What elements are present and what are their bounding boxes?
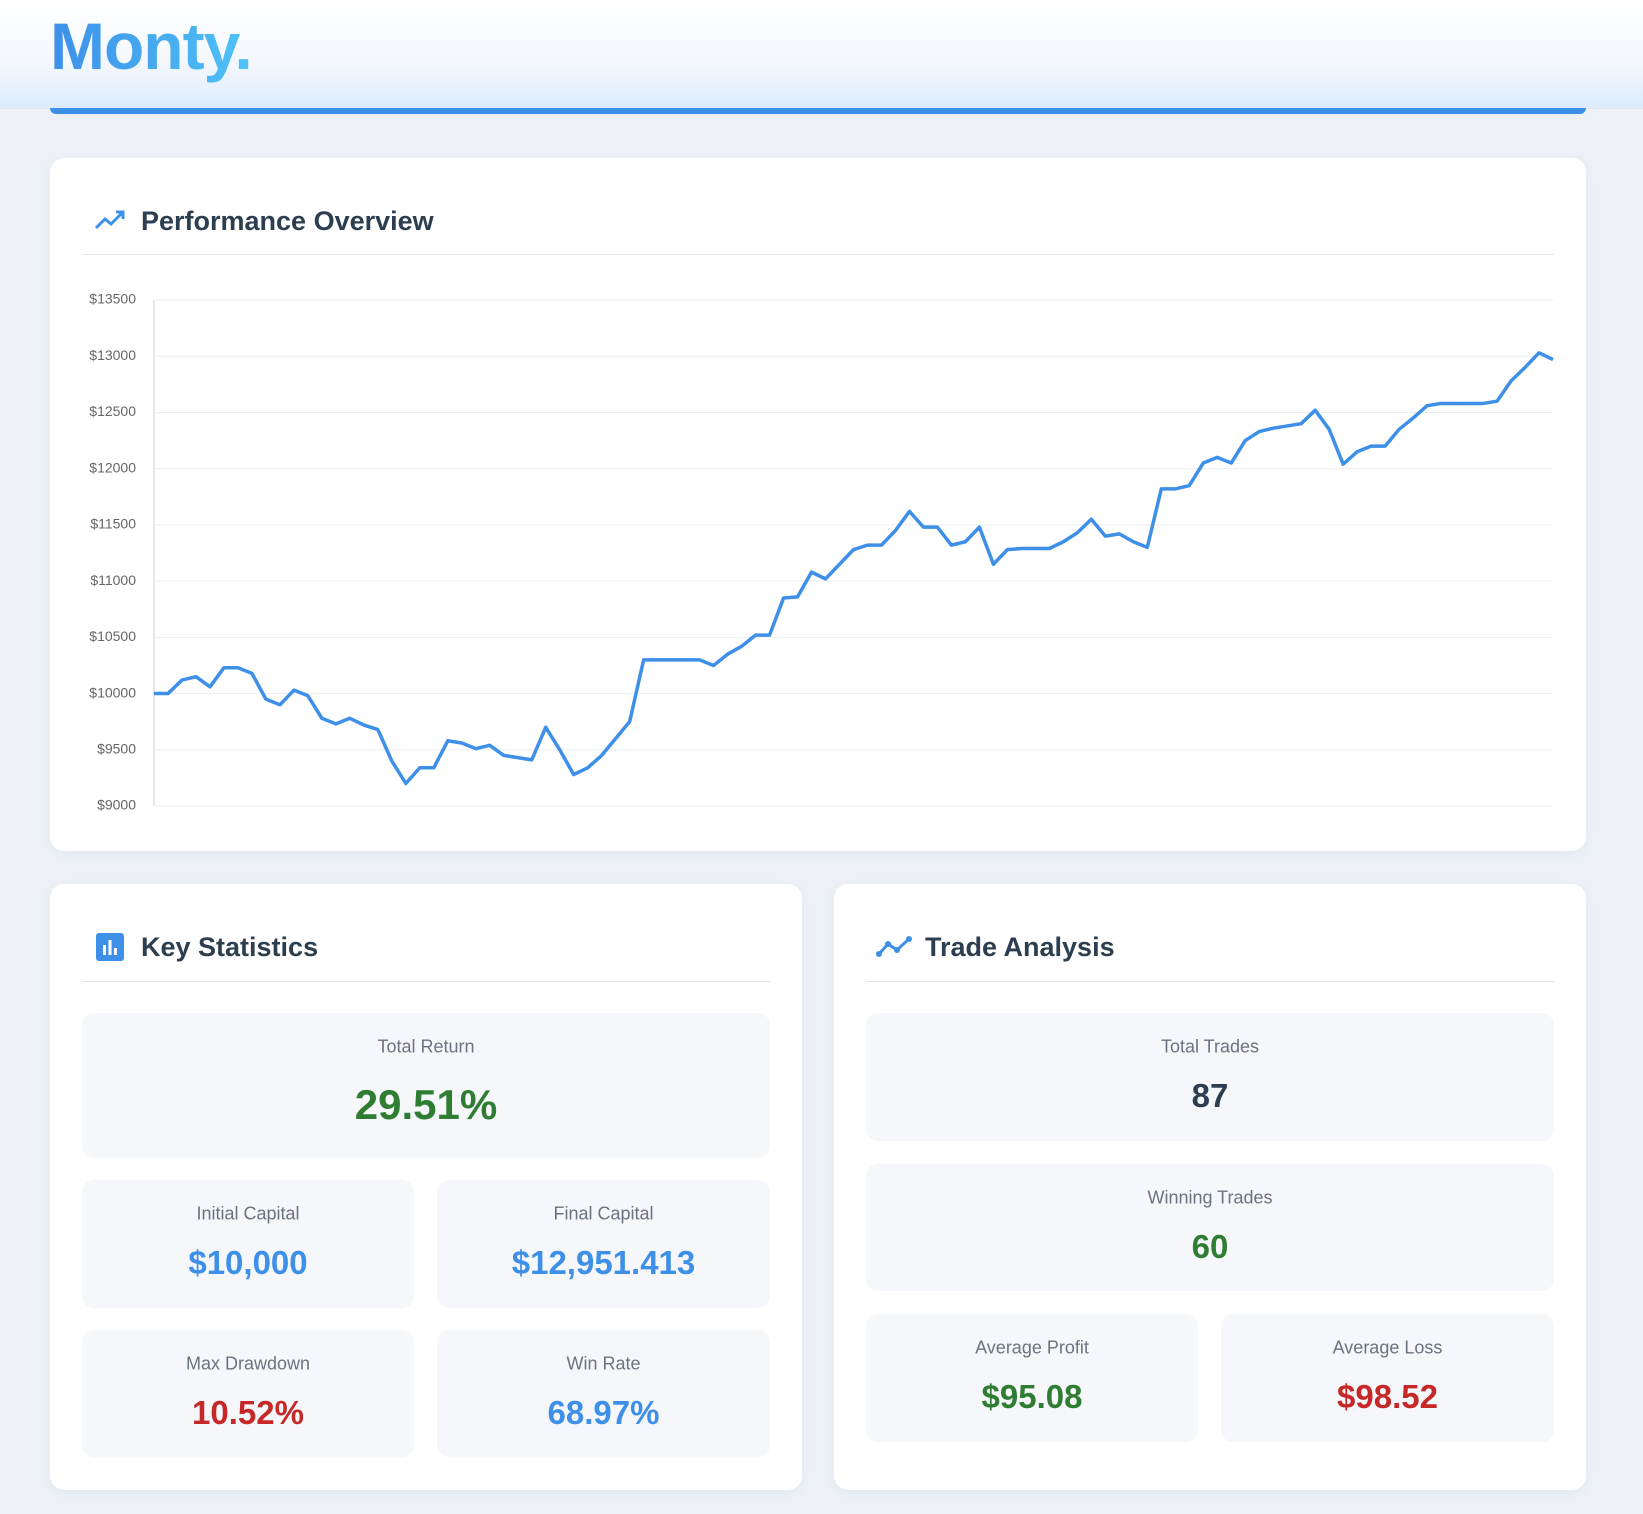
y-tick-label: $13500 xyxy=(89,291,136,307)
stat-value: $95.08 xyxy=(981,1378,1083,1415)
y-tick-label: $12500 xyxy=(89,403,136,419)
stat-box: Total Trades 87 xyxy=(866,1013,1554,1141)
y-tick-label: $11500 xyxy=(90,516,136,532)
stat-value: $98.52 xyxy=(1337,1378,1438,1415)
card-title: Performance Overview xyxy=(141,206,434,236)
analysis-icon xyxy=(876,936,912,957)
stat-box: Winning Trades 60 xyxy=(866,1164,1554,1291)
stat-box: Average Profit $95.08 xyxy=(866,1314,1198,1442)
stat-label: Win Rate xyxy=(566,1353,641,1374)
stat-label: Total Trades xyxy=(1160,1036,1260,1057)
trend-icon xyxy=(94,210,125,230)
stat-label: Max Drawdown xyxy=(185,1353,311,1374)
stat-box: Max Drawdown 10.52% xyxy=(82,1330,414,1457)
card-title: Trade Analysis xyxy=(925,932,1115,962)
header: Monty. xyxy=(0,0,1643,109)
stats-icon xyxy=(96,933,124,961)
accent-bar xyxy=(50,108,1586,114)
stat-box: Average Loss $98.52 xyxy=(1221,1314,1554,1442)
trade-analysis-card: Trade Analysis Total Trades 87 Winning T… xyxy=(834,884,1586,1490)
stat-label: Final Capital xyxy=(553,1203,654,1224)
y-tick-label: $12000 xyxy=(89,459,136,475)
divider xyxy=(866,981,1554,982)
y-tick-label: $9000 xyxy=(97,797,136,813)
y-tick-label: $11000 xyxy=(90,572,136,588)
stat-box: Initial Capital $10,000 xyxy=(82,1180,414,1308)
stat-label: Total Return xyxy=(377,1036,475,1057)
y-tick-label: $10500 xyxy=(89,628,136,644)
divider xyxy=(82,981,770,982)
chart: $9000 $9500 $10000 $10500 $11000 $11500 $12000… xyxy=(89,291,1554,813)
stat-label: Average Loss xyxy=(1332,1337,1443,1358)
logo[interactable]: Monty. xyxy=(50,9,253,83)
equity-line xyxy=(154,351,1554,786)
divider xyxy=(82,254,1554,255)
stat-label: Initial Capital xyxy=(196,1203,300,1224)
stat-label: Average Profit xyxy=(975,1337,1089,1358)
stat-value: 29.51% xyxy=(354,1081,498,1128)
stat-label: Winning Trades xyxy=(1147,1187,1273,1208)
y-tick-label: $13000 xyxy=(89,347,136,363)
key-statistics-card: Key Statistics Total Return 29.51% Initi… xyxy=(50,884,802,1490)
y-tick-label: $10000 xyxy=(89,684,136,700)
stat-value: 68.97% xyxy=(547,1394,660,1431)
card-title: Key Statistics xyxy=(141,932,319,962)
stat-value: $12,951.413 xyxy=(511,1244,696,1281)
stat-value: $10,000 xyxy=(188,1244,308,1281)
stat-box: Total Return 29.51% xyxy=(82,1013,770,1158)
stat-value: 60 xyxy=(1191,1228,1229,1265)
stat-box: Final Capital $12,951.413 xyxy=(437,1180,770,1308)
stat-box: Win Rate 68.97% xyxy=(437,1330,770,1457)
stat-value: 87 xyxy=(1191,1077,1229,1114)
performance-card: Performance Overview $9000 $9500 $10000 $10… xyxy=(50,158,1586,851)
stat-value: 10.52% xyxy=(192,1394,304,1431)
y-tick-label: $9500 xyxy=(97,740,136,756)
